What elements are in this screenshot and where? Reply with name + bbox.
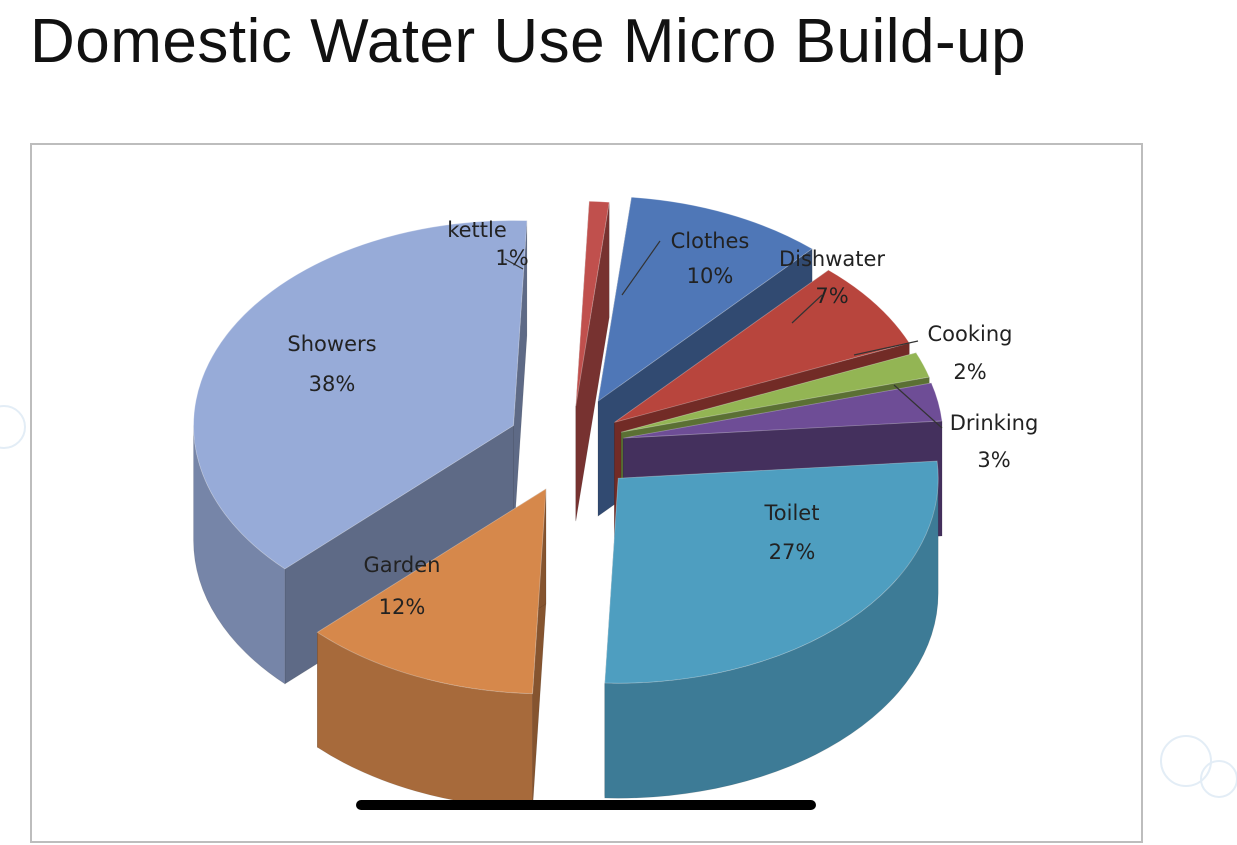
leader-line [893,384,943,429]
slice-value-dishwater: 7% [815,284,848,308]
slice-value-drinking: 3% [977,448,1010,472]
slice-value-cooking: 2% [953,360,986,384]
leader-line [853,340,919,356]
slice-garden [316,488,547,809]
slice-value-garden: 12% [379,595,426,619]
slice-label-cooking: Cooking [928,322,1013,346]
slice-label-kettle: kettle [447,218,507,242]
slice-top-face [604,460,939,684]
bubble-decoration [0,405,26,449]
leader-line [504,258,524,270]
slice-side-wall [575,202,610,522]
slice-value-toilet: 27% [769,540,816,564]
slice-label-toilet: Toilet [764,501,820,525]
slice-label-garden: Garden [364,553,441,577]
slice-top-face [316,488,547,695]
slice-top-face [193,220,528,570]
slice-label-drinking: Drinking [950,411,1039,435]
slice-value-clothes: 10% [687,264,734,288]
leader-line [791,294,823,324]
slice-toilet [604,460,939,799]
pie-chart: Clothes 10% Dishwater 7% Cooking 2% Drinking 3%… [193,196,1039,809]
slice-top-face [575,200,610,407]
chart-area: Clothes 10% Dishwater 7% Cooking 2% Drinking 3%… [30,143,1143,843]
slice-label-showers: Showers [287,332,376,356]
slice-value-showers: 38% [309,372,356,396]
bubble-decoration [1200,760,1237,798]
home-indicator-bar [356,800,816,810]
slice-top-face [621,352,930,433]
slice-label-dishwater: Dishwater [779,247,885,271]
slice-value-kettle: 1% [495,246,528,270]
slice-label-clothes: Clothes [671,229,750,253]
slide-title: Domestic Water Use Micro Build-up [30,7,1027,76]
slice-top-face [623,382,943,439]
leader-line [621,240,661,296]
slice-top-face [614,269,911,423]
slice-top-face [597,196,813,403]
slice-kettle [575,200,610,522]
